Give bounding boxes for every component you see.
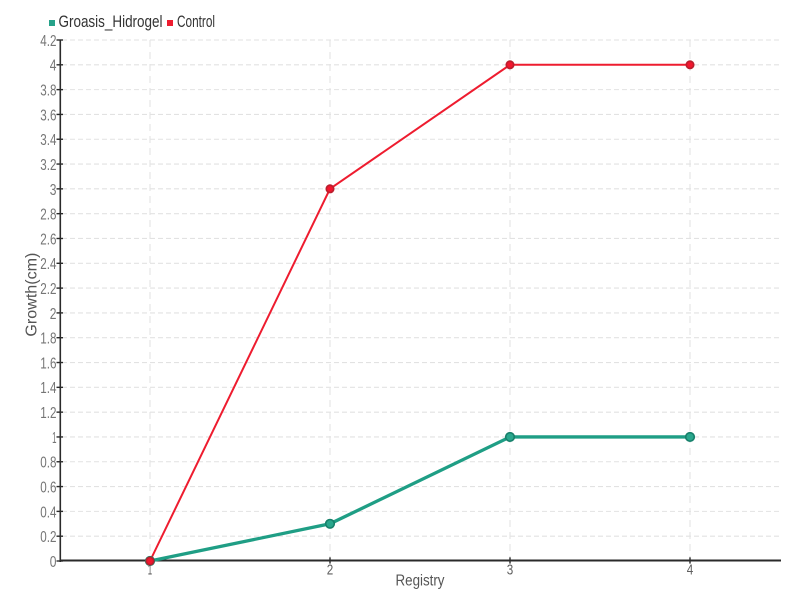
svg-text:0.8: 0.8: [40, 455, 56, 472]
svg-text:3: 3: [50, 182, 57, 199]
svg-text:Registry: Registry: [396, 573, 445, 590]
svg-text:2.2: 2.2: [40, 281, 56, 298]
svg-text:0.6: 0.6: [40, 479, 56, 496]
svg-text:4: 4: [50, 58, 57, 75]
svg-text:2: 2: [50, 306, 57, 323]
svg-text:Control: Control: [177, 12, 215, 31]
svg-text:3.2: 3.2: [40, 157, 56, 174]
svg-text:1.2: 1.2: [40, 405, 56, 422]
svg-text:1: 1: [148, 561, 152, 578]
svg-text:0.2: 0.2: [40, 529, 56, 546]
svg-text:1.6: 1.6: [40, 355, 56, 372]
svg-text:1.4: 1.4: [40, 380, 56, 397]
svg-text:3: 3: [507, 561, 514, 578]
svg-text:3.8: 3.8: [40, 83, 56, 100]
svg-text:1: 1: [52, 430, 56, 447]
svg-text:0: 0: [50, 554, 57, 571]
svg-text:2.6: 2.6: [40, 231, 56, 248]
svg-text:4.2: 4.2: [40, 33, 56, 50]
svg-text:4: 4: [687, 561, 694, 578]
svg-text:2: 2: [327, 561, 334, 578]
svg-text:Growth(cm): Growth(cm): [23, 253, 40, 337]
svg-text:1.8: 1.8: [40, 331, 56, 348]
svg-text:3.6: 3.6: [40, 107, 56, 124]
svg-text:0.4: 0.4: [40, 504, 56, 521]
svg-text:2.8: 2.8: [40, 207, 56, 224]
svg-text:2.4: 2.4: [40, 256, 56, 273]
svg-text:3.4: 3.4: [40, 132, 56, 149]
svg-text:Groasis_Hidrogel: Groasis_Hidrogel: [59, 12, 163, 31]
